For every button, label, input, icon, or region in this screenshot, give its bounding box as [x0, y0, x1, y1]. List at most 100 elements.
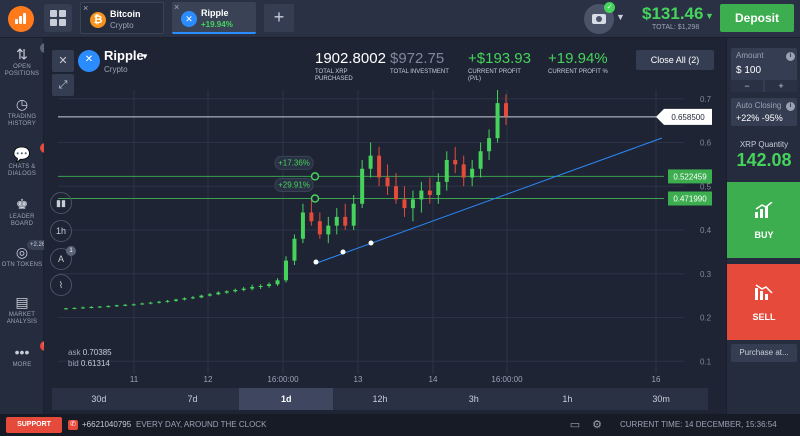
- time-tick-label: 11: [130, 375, 139, 384]
- price-chart[interactable]: 11 12 16:00:00 13 14 16:00:00 16 0.7 0.6 0.5 0.4 0.…: [44, 38, 724, 388]
- indicators-icon[interactable]: A: [50, 248, 72, 270]
- sidebar-item-label: OPEN POSITIONS: [4, 64, 40, 77]
- candle: [190, 297, 195, 299]
- auto-closing-field[interactable]: Auto Closing i +22% -95%: [731, 98, 797, 126]
- stat-current-profit: +$193.93 CURRENT PROFIT (P/L): [468, 50, 531, 82]
- candle: [300, 212, 305, 239]
- gear-icon[interactable]: ⚙: [592, 419, 602, 431]
- sidebar-item-label: OTN TOKENS: [1, 262, 43, 268]
- close-tab-icon[interactable]: ×: [83, 3, 89, 13]
- add-tab-button[interactable]: +: [264, 4, 294, 32]
- candle: [207, 294, 212, 296]
- chevron-down-icon[interactable]: ▼: [616, 12, 625, 22]
- candle: [504, 103, 508, 117]
- position-marker[interactable]: [310, 172, 320, 181]
- sidebar-item-trading-history[interactable]: ◷ TRADING HISTORY: [0, 96, 44, 128]
- chevron-down-icon[interactable]: ▼: [705, 11, 714, 21]
- close-tab-icon[interactable]: ×: [174, 2, 180, 12]
- candle: [478, 151, 483, 169]
- chat-icon[interactable]: ▭: [569, 419, 581, 431]
- asset-tab-ripple[interactable]: × ✕ Ripple +19.94%: [172, 2, 256, 34]
- sidebar-item-otn-tokens[interactable]: ◎ +2.26 OTN TOKENS: [0, 240, 49, 269]
- right-panel: Amount i $ 100 − + Auto Closing i +22% -…: [726, 38, 800, 414]
- sidebar-item-more[interactable]: •••5 MORE: [0, 341, 50, 369]
- price-tick-label: 0.1: [700, 357, 712, 366]
- chart-down-icon: [755, 284, 773, 300]
- logo-bars-icon: [15, 12, 27, 24]
- bitcoin-icon: ₿: [90, 12, 106, 28]
- chart-type-icon[interactable]: ▮▮: [50, 192, 72, 214]
- sidebar-item-label: MARKET ANALYSIS: [6, 312, 38, 325]
- sidebar-item-open-positions[interactable]: ⇅1 OPEN POSITIONS: [0, 43, 50, 78]
- sidebar-item-market-analysis[interactable]: ▤ MARKET ANALYSIS: [0, 294, 44, 326]
- amount-field[interactable]: Amount i $ 100 − +: [731, 48, 797, 92]
- sidebar-item-leaderboard[interactable]: ♚ LEADER BOARD: [0, 196, 44, 228]
- support-button[interactable]: SUPPORT: [6, 417, 62, 433]
- deposit-button[interactable]: Deposit: [720, 4, 794, 32]
- amount-increase-button[interactable]: +: [765, 80, 797, 92]
- close-all-button[interactable]: Close All (2): [636, 50, 714, 70]
- candle: [233, 289, 238, 292]
- expand-icon[interactable]: ⤢: [52, 74, 74, 96]
- balance-total: TOTAL: $1,298: [652, 24, 700, 31]
- amount-decrease-button[interactable]: −: [731, 80, 763, 92]
- chevron-down-icon[interactable]: ▼: [141, 52, 149, 61]
- candle: [258, 286, 263, 287]
- timeframe-30d[interactable]: 30d: [91, 394, 107, 404]
- price-tick-label: 0.2: [700, 314, 712, 323]
- asset-name[interactable]: Ripple: [104, 48, 144, 63]
- candle: [148, 302, 153, 304]
- price-tick-label: 0.7: [700, 95, 712, 104]
- candle: [267, 284, 272, 286]
- asset-grid-button[interactable]: [44, 4, 72, 32]
- candle: [165, 300, 170, 302]
- tab-name: Ripple: [201, 8, 229, 18]
- close-chart-button[interactable]: ✕: [52, 50, 74, 72]
- candle: [64, 308, 68, 310]
- candle: [410, 199, 415, 209]
- price-tick-label: 0.6: [700, 139, 712, 148]
- current-time: CURRENT TIME: 14 DECEMBER, 15:36:54: [620, 420, 777, 429]
- purchase-at-button[interactable]: Purchase at...: [731, 344, 797, 362]
- timeframe-3h[interactable]: 3h: [468, 394, 479, 404]
- buy-button[interactable]: BUY: [727, 182, 800, 258]
- price-tick-label: 0.3: [700, 270, 712, 279]
- info-icon[interactable]: i: [786, 52, 795, 61]
- time-tick-label: 16: [652, 375, 661, 384]
- candle: [487, 138, 492, 152]
- current-price-tag: [656, 108, 712, 125]
- candle: [284, 260, 288, 281]
- timeframe-7d[interactable]: 7d: [187, 394, 198, 404]
- stat-current-profit-percent: +19.94% CURRENT PROFIT %: [548, 50, 608, 75]
- asset-tab-bitcoin[interactable]: × ₿ Bitcoin Crypto: [80, 2, 164, 34]
- timeframe-30m[interactable]: 30m: [652, 394, 670, 404]
- sidebar-item-chats[interactable]: 💬1 CHATS & DIALOGS: [0, 143, 50, 178]
- candle: [461, 164, 466, 178]
- badge: +2.26: [27, 240, 49, 250]
- candle: [131, 304, 136, 306]
- sidebar-item-label: CHATS & DIALOGS: [7, 164, 37, 177]
- candle: [97, 306, 102, 308]
- timeframe-1h[interactable]: 1h: [562, 394, 573, 404]
- support-tagline: EVERY DAY, AROUND THE CLOCK: [136, 420, 267, 429]
- candle: [351, 203, 356, 226]
- timeframe-12h[interactable]: 12h: [372, 394, 388, 404]
- current-price-label: 0.658500: [671, 113, 705, 122]
- position-profit-label: +29.91%: [278, 181, 310, 190]
- left-sidebar: ⇅1 OPEN POSITIONS ◷ TRADING HISTORY 💬1 C…: [0, 38, 50, 414]
- sell-button[interactable]: SELL: [727, 264, 800, 340]
- quantity-value: 142.08: [736, 150, 792, 170]
- candle: [89, 307, 94, 308]
- support-phone[interactable]: +6621040795: [82, 420, 132, 429]
- timeframe-1d[interactable]: 1d: [239, 388, 334, 410]
- drawing-tools-icon[interactable]: ⌇: [50, 274, 72, 296]
- candle: [453, 160, 458, 165]
- indicators-badge: 1: [66, 246, 76, 256]
- timeframe-button[interactable]: 1h: [50, 220, 72, 242]
- amount-input[interactable]: $ 100: [736, 65, 762, 76]
- sidebar-item-label: LEADER BOARD: [9, 214, 35, 227]
- balance-value[interactable]: $131.46: [642, 4, 704, 23]
- position-marker[interactable]: [310, 194, 320, 203]
- info-icon[interactable]: i: [786, 102, 795, 111]
